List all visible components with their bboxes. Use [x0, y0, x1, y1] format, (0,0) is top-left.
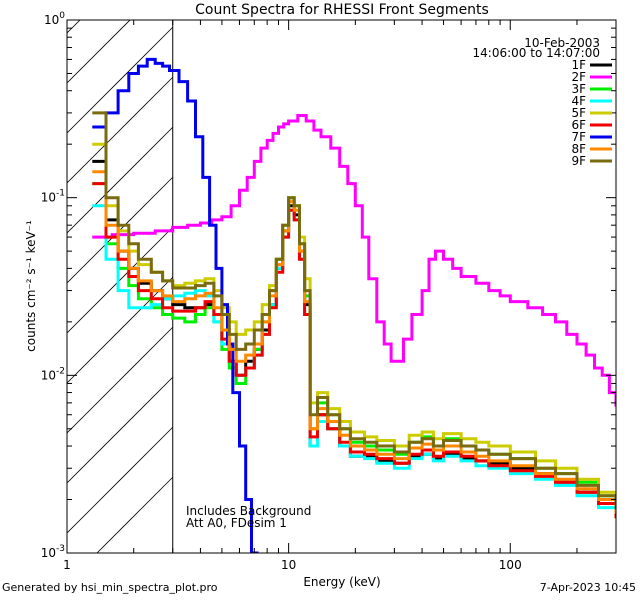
series-line-6F — [92, 182, 616, 519]
legend-label-7F: 7F — [571, 130, 586, 144]
series-line-2F — [92, 114, 616, 407]
x-axis-label: Energy (keV) — [303, 575, 380, 589]
series-line-7F — [92, 57, 259, 553]
y-tick-label: 10-3 — [41, 544, 65, 560]
hatch-line — [67, 76, 174, 184]
tick-labels: 1 10 100 100 10-1 10-2 10-3 — [41, 11, 522, 572]
legend-label-8F: 8F — [571, 142, 586, 156]
series-group — [92, 57, 616, 553]
hatch-line — [67, 20, 81, 34]
footer-timestamp: 7-Apr-2023 10:45 — [539, 581, 636, 594]
series-line-4F — [92, 204, 616, 519]
plot-frame — [66, 19, 617, 554]
annotation-background: Includes Background — [186, 504, 311, 518]
legend-label-1F: 1F — [571, 58, 586, 72]
y-tick-label: 100 — [44, 11, 65, 27]
date-label: 10-Feb-2003 — [524, 36, 600, 50]
hatch-line — [67, 226, 174, 334]
hatch-line — [67, 26, 174, 134]
annotation-attenuator: Att A0, FDesim 1 — [186, 516, 287, 530]
hatch-line — [67, 376, 174, 484]
legend-label-4F: 4F — [571, 94, 586, 108]
x-tick-label: 1 — [63, 558, 71, 572]
legend-label-2F: 2F — [571, 70, 586, 84]
x-tick-label: 10 — [281, 558, 296, 572]
legend-label-6F: 6F — [571, 118, 586, 132]
hatch-line — [67, 426, 174, 534]
legend-label-5F: 5F — [571, 106, 586, 120]
y-tick-label: 10-1 — [41, 189, 65, 205]
axis-ticks — [66, 19, 617, 554]
y-tick-label: 10-2 — [41, 366, 65, 382]
footer-generated-by: Generated by hsi_min_spectra_plot.pro — [2, 581, 218, 594]
time-range-label: 14:06:00 to 14:07:00 — [473, 46, 600, 60]
hatch-line — [67, 326, 174, 434]
series-line-9F — [92, 111, 616, 510]
legend-label-9F: 9F — [571, 154, 586, 168]
hatch-line — [67, 20, 131, 84]
chart-title: Count Spectra for RHESSI Front Segments — [195, 2, 489, 18]
hatch-line — [96, 476, 174, 553]
hatch-line — [67, 276, 174, 384]
legend-label-3F: 3F — [571, 82, 586, 96]
y-axis-label: counts cm⁻² s⁻¹ keV⁻¹ — [24, 220, 38, 352]
hatch-line — [67, 126, 174, 234]
x-tick-label: 100 — [499, 558, 522, 572]
